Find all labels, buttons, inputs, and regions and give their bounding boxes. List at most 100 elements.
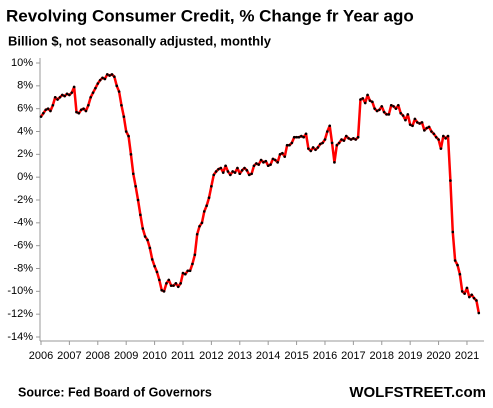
y-tick-label: -4% <box>13 217 33 229</box>
point <box>124 130 128 133</box>
point <box>408 123 412 126</box>
point <box>146 238 149 242</box>
point <box>158 278 161 282</box>
point <box>453 259 457 262</box>
point <box>420 121 424 124</box>
y-tick-label: -12% <box>7 308 33 320</box>
point <box>292 135 296 139</box>
point <box>198 224 201 228</box>
point <box>399 111 403 115</box>
point <box>202 210 206 213</box>
point <box>456 263 459 267</box>
point <box>356 135 360 139</box>
x-tick-label: 2021 <box>455 350 479 362</box>
point <box>127 134 130 138</box>
point <box>439 147 443 150</box>
point <box>259 158 263 162</box>
point <box>117 90 121 93</box>
point <box>415 121 419 124</box>
point <box>91 91 95 94</box>
y-tick-label: -6% <box>13 240 33 252</box>
x-tick-label: 2010 <box>142 350 166 362</box>
point <box>94 86 97 90</box>
y-tick-label: 8% <box>17 80 33 92</box>
y-tick-label: 2% <box>17 148 33 160</box>
point <box>115 84 119 88</box>
point <box>63 94 66 98</box>
point <box>314 148 317 152</box>
point <box>162 290 166 293</box>
x-tick-label: 2008 <box>86 350 110 362</box>
point <box>427 125 431 129</box>
point <box>181 271 185 275</box>
point <box>323 138 327 141</box>
y-tick-label: 10% <box>11 57 33 69</box>
point <box>385 113 388 116</box>
point <box>205 204 208 208</box>
point <box>233 171 237 174</box>
point <box>300 134 303 138</box>
point <box>352 137 355 140</box>
point <box>141 227 145 230</box>
point <box>297 135 301 139</box>
point <box>375 109 379 113</box>
point <box>219 166 223 170</box>
point <box>236 166 239 170</box>
point <box>247 173 251 177</box>
x-tick-label: 2014 <box>256 350 280 362</box>
point <box>290 141 294 145</box>
line <box>39 73 481 314</box>
point <box>250 172 253 176</box>
point <box>425 126 429 130</box>
chart-subtitle: Billion $, not seasonally adjusted, mont… <box>8 33 272 48</box>
point <box>321 141 324 145</box>
point <box>53 95 57 99</box>
point <box>304 132 308 136</box>
point <box>200 221 204 225</box>
point <box>273 158 277 162</box>
point <box>283 155 287 158</box>
point <box>44 108 48 112</box>
point <box>148 246 152 250</box>
point <box>432 132 436 136</box>
point <box>302 135 305 139</box>
point <box>460 290 464 293</box>
point <box>188 269 192 273</box>
point <box>68 93 71 97</box>
point <box>406 113 410 116</box>
point <box>349 138 353 141</box>
point <box>276 161 279 164</box>
point <box>475 299 478 302</box>
point <box>340 138 343 141</box>
point <box>176 285 180 289</box>
point <box>354 138 358 141</box>
x-tick-label: 2018 <box>370 350 394 362</box>
point <box>105 73 109 76</box>
point <box>257 163 261 166</box>
point <box>120 103 123 107</box>
point <box>411 124 414 128</box>
point <box>342 139 346 142</box>
point <box>442 134 445 138</box>
point <box>77 111 81 115</box>
point <box>217 167 220 171</box>
point <box>359 98 362 101</box>
point <box>184 272 187 276</box>
point <box>136 198 140 202</box>
point <box>245 169 249 172</box>
point <box>434 135 438 139</box>
point <box>458 272 462 276</box>
y-tick-label: -14% <box>7 331 33 343</box>
point <box>75 110 78 114</box>
point <box>252 164 256 168</box>
point <box>224 164 227 168</box>
point <box>387 113 391 116</box>
point <box>89 95 92 99</box>
point <box>129 153 133 156</box>
point <box>472 296 476 300</box>
point <box>186 269 190 273</box>
x-tick-label: 2020 <box>426 350 450 362</box>
y-tick-label: -8% <box>13 262 33 274</box>
y-tick-label: -10% <box>7 285 33 297</box>
